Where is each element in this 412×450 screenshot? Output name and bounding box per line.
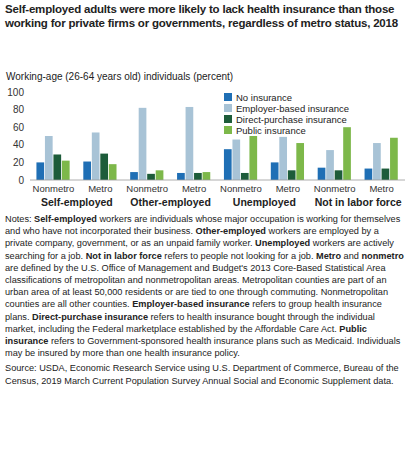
note-term: Unemployed bbox=[255, 238, 310, 248]
group-label: Self-employed bbox=[41, 196, 113, 208]
bar bbox=[100, 154, 108, 180]
x-tick-label: Nonmetro bbox=[220, 183, 262, 194]
title: Self-employed adults were more likely to… bbox=[5, 3, 409, 30]
x-tick-label: Nonmetro bbox=[314, 183, 356, 194]
bar bbox=[109, 164, 117, 180]
bar bbox=[241, 173, 249, 180]
bar bbox=[224, 149, 232, 180]
legend-swatch bbox=[224, 126, 232, 134]
note-term: Not in labor force bbox=[86, 251, 162, 261]
note-text: refers to people not looking for a job. bbox=[162, 251, 316, 261]
bar bbox=[326, 150, 334, 180]
y-tick-label: 0 bbox=[18, 175, 24, 186]
bar bbox=[271, 162, 279, 180]
bar bbox=[45, 136, 53, 180]
bar bbox=[365, 169, 373, 180]
bar bbox=[177, 173, 185, 180]
subtitle: Working-age (26-64 years old) individual… bbox=[6, 71, 233, 82]
note-term: Self-employed bbox=[34, 214, 97, 224]
y-tick-label: 40 bbox=[13, 139, 25, 150]
y-tick-label: 80 bbox=[13, 104, 25, 115]
note-term: Other-employed bbox=[196, 226, 266, 236]
note-text: and bbox=[341, 251, 361, 261]
bar bbox=[335, 170, 343, 180]
legend-label: No insurance bbox=[236, 92, 292, 103]
group-label: Unemployed bbox=[233, 196, 296, 208]
bar bbox=[279, 137, 287, 180]
x-tick-label: Metro bbox=[182, 183, 206, 194]
legend-swatch bbox=[224, 93, 232, 101]
legend: No insuranceEmployer-based insuranceDire… bbox=[224, 92, 349, 136]
x-axis-line bbox=[30, 180, 405, 181]
bar bbox=[318, 168, 326, 180]
notes: Notes: Self-employed workers are individ… bbox=[5, 213, 407, 359]
bar bbox=[139, 108, 147, 180]
x-tick-label: Nonmetro bbox=[126, 183, 168, 194]
x-tick-label: Metro bbox=[276, 183, 300, 194]
bar bbox=[373, 143, 381, 180]
note-term: Direct-purchase insurance bbox=[32, 312, 148, 322]
chart: Working-age (26-64 years old) individual… bbox=[0, 0, 412, 212]
bar bbox=[83, 162, 91, 180]
bar bbox=[53, 154, 61, 180]
bar bbox=[249, 136, 257, 180]
bar bbox=[232, 140, 240, 180]
bar bbox=[36, 162, 44, 180]
bars bbox=[36, 107, 397, 180]
bar bbox=[130, 172, 138, 180]
bar bbox=[382, 169, 390, 180]
bar bbox=[92, 132, 100, 180]
note-term: nonmetro bbox=[361, 251, 403, 261]
group-label: Not in labor force bbox=[315, 196, 402, 208]
bar bbox=[343, 127, 351, 180]
legend-swatch bbox=[224, 115, 232, 123]
legend-swatch bbox=[224, 104, 232, 112]
x-tick-label: Nonmetro bbox=[33, 183, 75, 194]
source: Source: USDA, Economic Research Service … bbox=[5, 362, 407, 386]
note-text: Notes: bbox=[5, 214, 34, 224]
legend-label: Employer-based insurance bbox=[236, 103, 349, 114]
bar bbox=[194, 173, 202, 180]
legend-label: Direct-purchase insurance bbox=[236, 114, 347, 125]
x-tick-label: Metro bbox=[369, 183, 393, 194]
bar bbox=[147, 174, 155, 180]
y-tick-label: 60 bbox=[13, 122, 25, 133]
legend-label: Public insurance bbox=[236, 125, 306, 136]
bar bbox=[296, 143, 304, 180]
y-tick-label: 100 bbox=[7, 87, 24, 98]
bar bbox=[390, 138, 398, 180]
y-tick-label: 20 bbox=[13, 157, 25, 168]
note-text: refers to Government-sponsored health in… bbox=[5, 336, 400, 358]
footnotes: Notes: Self-employed workers are individ… bbox=[5, 213, 407, 390]
group-label: Other-employed bbox=[130, 196, 211, 208]
bar bbox=[186, 107, 194, 180]
bar bbox=[203, 172, 211, 180]
bar bbox=[62, 161, 70, 180]
bar bbox=[288, 170, 296, 180]
bar bbox=[156, 170, 164, 180]
note-term: Employer-based insurance bbox=[132, 299, 249, 309]
x-tick-label: Metro bbox=[88, 183, 112, 194]
note-term: Metro bbox=[316, 251, 341, 261]
